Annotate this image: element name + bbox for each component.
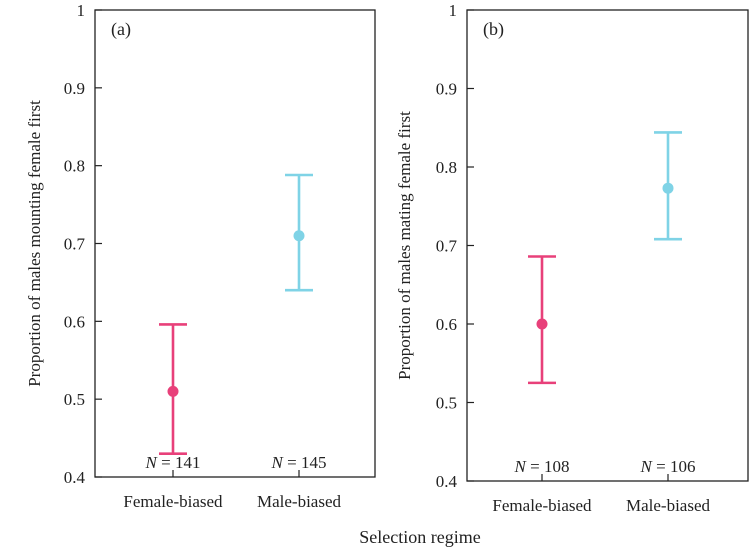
y-tick-label: 0.6 (436, 315, 457, 334)
x-tick-label: Male-biased (257, 492, 342, 511)
data-point (167, 385, 179, 397)
panel-tag: (a) (111, 19, 131, 40)
sample-size-label: N = 108 (514, 457, 570, 476)
y-tick-label: 0.4 (64, 468, 86, 487)
sample-size-label: N = 106 (640, 457, 696, 476)
y-tick-label: 0.9 (436, 80, 457, 99)
y-axis-label: Proportion of males mating female first (395, 111, 414, 380)
y-tick-label: 1 (449, 1, 458, 20)
sample-size-label: N = 145 (271, 453, 327, 472)
y-tick-label: 0.5 (64, 390, 85, 409)
y-tick-label: 0.6 (64, 312, 85, 331)
y-tick-label: 1 (77, 1, 86, 20)
panel-b: 0.4 0.5 0.6 0.7 0.8 0.9 1 (b) Proportion of male… (395, 1, 749, 515)
y-tick-label: 0.5 (436, 394, 457, 413)
y-axis-label: Proportion of males mounting female firs… (25, 100, 44, 387)
sample-size-label: N = 141 (145, 453, 201, 472)
plot-frame (94, 9, 376, 478)
panel-a: 0.4 0.5 0.6 0.7 0.8 0.9 1 (a) Proportion of male… (25, 1, 376, 511)
y-tick-label: 0.8 (64, 157, 85, 176)
plot-frame (466, 9, 749, 482)
y-tick-label: 0.7 (436, 237, 458, 256)
data-point (662, 182, 674, 194)
data-point (293, 230, 305, 242)
y-tick-label: 0.4 (436, 472, 458, 491)
x-tick-label: Female-biased (492, 496, 592, 515)
x-axis-label: Selection regime (359, 527, 480, 547)
panel-tag: (b) (483, 19, 504, 40)
x-tick-label: Female-biased (123, 492, 223, 511)
data-point (536, 318, 548, 330)
y-tick-label: 0.9 (64, 79, 85, 98)
y-tick-label: 0.7 (64, 235, 86, 254)
x-tick-label: Male-biased (626, 496, 711, 515)
y-tick-label: 0.8 (436, 158, 457, 177)
